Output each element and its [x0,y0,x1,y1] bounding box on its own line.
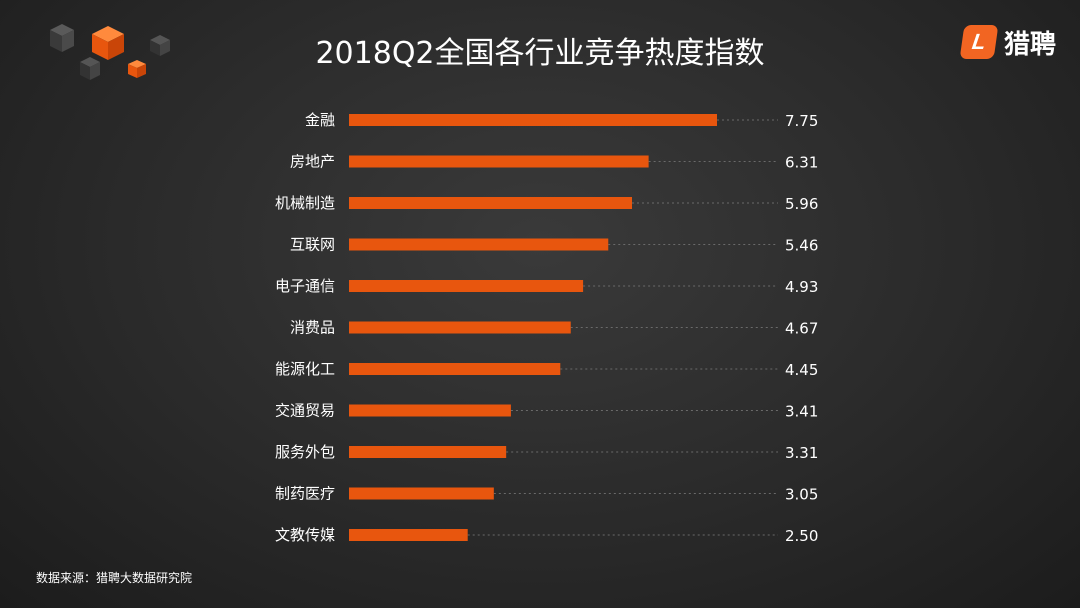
value-label: 3.41 [785,403,818,421]
bar [349,404,511,417]
bar [349,446,507,458]
value-label: 3.31 [785,444,818,462]
bar [349,238,609,251]
category-label: 消费品 [290,319,335,337]
value-label: 4.93 [785,278,818,296]
value-label: 4.45 [785,361,818,379]
cube-icon [150,35,170,56]
value-label: 4.67 [785,320,818,338]
category-label: 房地产 [290,153,335,171]
bar [349,197,633,209]
category-label: 机械制造 [275,194,335,212]
value-label: 2.50 [785,527,818,545]
value-label: 3.05 [785,486,818,504]
bar [349,363,561,375]
bar [349,280,584,292]
brand-name: 猎聘 [1003,29,1056,60]
category-label: 互联网 [290,236,335,254]
orange-cube-icon [92,26,124,60]
category-label: 电子通信 [275,277,335,295]
brand-logo: L 猎聘 [959,22,1056,62]
bar [349,114,717,126]
decorative-cubes [50,24,170,80]
cube-icon [50,24,74,52]
category-label: 制药医疗 [275,485,335,503]
bar [349,321,571,334]
bar [349,155,649,168]
bar [349,487,494,500]
value-label: 5.46 [785,237,818,255]
cube-icon [80,57,100,80]
value-label: 6.31 [785,154,818,172]
category-label: 能源化工 [275,360,335,378]
value-label: 5.96 [785,195,818,213]
value-label: 7.75 [785,112,818,130]
category-label: 金融 [305,111,335,129]
bar [349,529,468,541]
category-label: 文教传媒 [275,526,335,544]
chart-title: 2018Q2全国各行业竞争热度指数 [315,36,765,71]
data-source-note: 数据来源：猎聘大数据研究院 [36,571,193,585]
category-label: 服务外包 [275,443,335,461]
category-label: 交通贸易 [275,402,335,420]
small-orange-cube-icon [128,60,146,78]
